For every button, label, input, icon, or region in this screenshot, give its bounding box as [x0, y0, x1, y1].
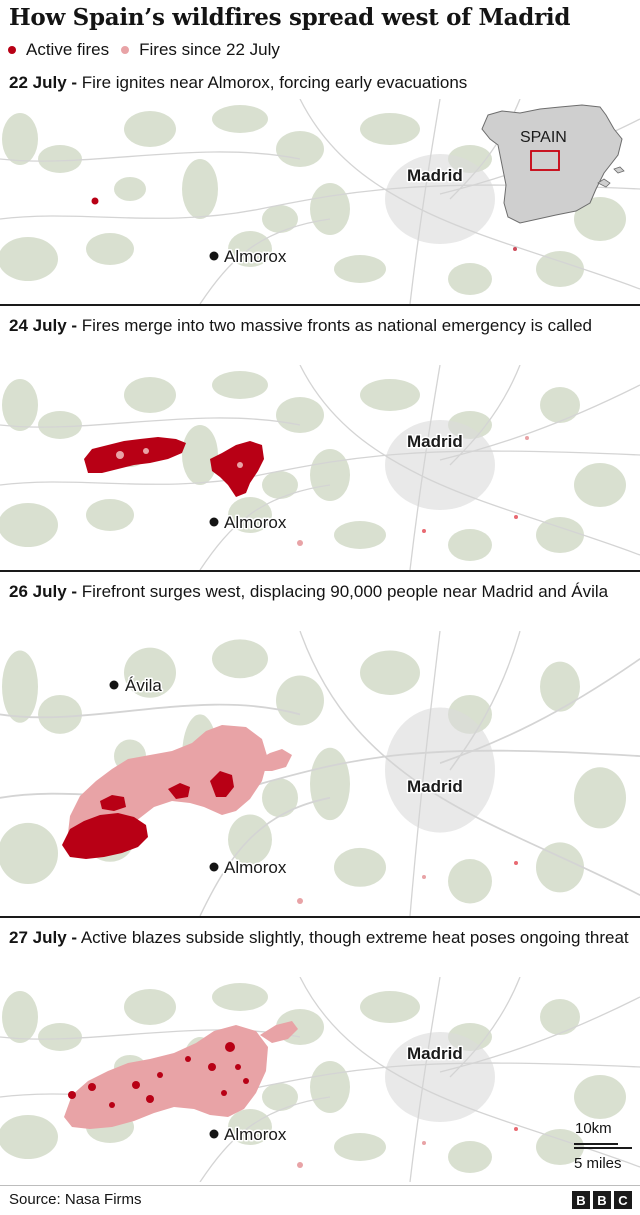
panel-date: 27 July -: [9, 928, 78, 947]
past-fire-dot-icon: [121, 46, 130, 54]
legend: Active fires Fires since 22 July: [8, 40, 292, 60]
map-svg: Almorox Madrid: [0, 365, 640, 570]
basemap: [0, 365, 640, 570]
past-fire-point: [297, 436, 529, 546]
panel-caption-22-july: 22 July - Fire ignites near Almorox, for…: [9, 72, 633, 94]
panel-divider: [0, 916, 640, 918]
active-fire-point: [68, 1042, 249, 1108]
past-fire-point: [297, 1127, 518, 1168]
madrid-label: Madrid: [407, 1044, 463, 1063]
panel-caption-26-july: 26 July - Firefront surges west, displac…: [9, 581, 633, 603]
map-panel-26-july: Ávila Almorox Madrid: [0, 631, 640, 916]
past-fire-point: [297, 861, 518, 904]
active-fire-dot-icon: [8, 46, 16, 54]
legend-label-since: Fires since 22 July: [139, 40, 280, 59]
past-fire-area: [64, 1021, 298, 1129]
madrid-label: Madrid: [407, 166, 463, 185]
legend-item-since: Fires since 22 July: [121, 40, 280, 60]
madrid-label: Madrid: [407, 432, 463, 451]
almorox-label: Almorox: [224, 858, 287, 877]
map-panel-24-july: Almorox Madrid: [0, 365, 640, 570]
active-fire-point: [91, 197, 99, 205]
map-svg: Ávila Almorox Madrid: [0, 631, 640, 916]
almorox-marker-icon: [209, 251, 219, 261]
legend-item-active: Active fires: [8, 40, 109, 60]
panel-description: Active blazes subside slightly, though e…: [77, 928, 629, 947]
avila-marker-icon: [109, 680, 119, 690]
inset-area-box: [530, 150, 560, 171]
scale-km-label: 10km: [575, 1120, 612, 1137]
madrid-label: Madrid: [407, 777, 463, 796]
panel-date: 24 July -: [9, 316, 78, 335]
almorox-label: Almorox: [224, 513, 287, 532]
map-svg: Almorox Madrid: [0, 977, 640, 1182]
footer-divider: [0, 1185, 640, 1186]
panel-description: Fire ignites near Almorox, forcing early…: [77, 73, 468, 92]
panel-caption-24-july: 24 July - Fires merge into two massive f…: [9, 315, 633, 337]
basemap: [0, 631, 640, 916]
almorox-marker-icon: [209, 517, 219, 527]
past-fire-point: [513, 247, 517, 251]
scale-miles-bar: [574, 1147, 632, 1149]
almorox-marker-icon: [209, 862, 219, 872]
inset-country-label: SPAIN: [520, 129, 567, 146]
active-fire-area: [62, 771, 234, 859]
map-panel-27-july: Almorox Madrid: [0, 977, 640, 1182]
active-fire-area: [84, 437, 264, 497]
page-title: How Spain’s wildfires spread west of Mad…: [9, 4, 571, 31]
panel-description: Firefront surges west, displacing 90,000…: [77, 582, 609, 601]
almorox-label: Almorox: [224, 1125, 287, 1144]
panel-divider: [0, 570, 640, 572]
scale-km-bar: [574, 1143, 618, 1145]
logo-letter: C: [614, 1191, 632, 1209]
panel-date: 26 July -: [9, 582, 78, 601]
logo-letter: B: [572, 1191, 590, 1209]
avila-label: Ávila: [125, 676, 162, 695]
almorox-label: Almorox: [224, 247, 287, 266]
panel-date: 22 July -: [9, 73, 78, 92]
legend-label-active: Active fires: [26, 40, 110, 59]
panel-description: Fires merge into two massive fronts as n…: [77, 316, 592, 335]
panel-divider: [0, 304, 640, 306]
spain-inset-map: SPAIN: [481, 104, 625, 224]
source-note: Source: Nasa Firms: [9, 1191, 142, 1208]
bbc-logo: B B C: [572, 1191, 632, 1209]
logo-letter: B: [593, 1191, 611, 1209]
map-panel-22-july: Almorox Madrid SPAIN: [0, 99, 640, 304]
scale-miles-label: 5 miles: [574, 1155, 622, 1172]
basemap: [0, 99, 640, 304]
almorox-marker-icon: [209, 1129, 219, 1139]
panel-caption-27-july: 27 July - Active blazes subside slightly…: [9, 927, 633, 949]
map-svg: Almorox Madrid SPAIN: [0, 99, 640, 304]
